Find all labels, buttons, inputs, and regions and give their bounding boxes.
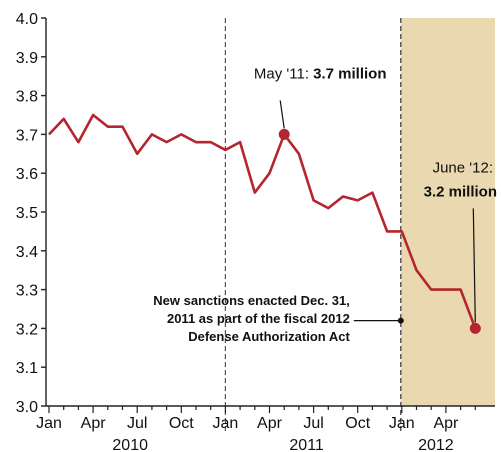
annotation-may-2011-value: 3.7 million [313,65,386,82]
y-tick-label: 3.8 [16,89,38,106]
y-tick-label: 3.4 [16,244,38,261]
y-tick-label: 3.7 [16,127,38,144]
x-tick-label: Jul [303,415,323,432]
annotation-point-may-2011 [278,128,290,140]
y-tick-label: 3.3 [16,283,38,300]
note-line-1: New sanctions enacted Dec. 31, [153,293,350,308]
y-tick-label: 3.2 [16,321,38,338]
x-tick-label: Jul [127,415,147,432]
annotation-may-2011: May '11: 3.7 million [254,65,387,82]
x-tick-label: Apr [433,415,459,432]
year-label: 2011 [289,437,324,452]
note-line-3: Defense Authorization Act [188,329,350,344]
y-tick-label: 4.0 [16,11,38,28]
y-tick-label: 3.9 [16,50,38,67]
note-line-2: 2011 as part of the fiscal 2012 [167,311,350,326]
x-axis: Jan Apr Jul Oct Jan Apr Jul Oct Jan Apr 2010 2011 20… [36,405,495,452]
x-tick-label: Apr [257,415,283,432]
annotation-june-2012-value: 3.2 million [424,183,497,200]
y-tick-label: 3.1 [16,360,38,377]
series-line [48,113,477,329]
note-leader-dot [397,317,404,324]
annotation-leader-2 [472,208,476,323]
year-label: 2010 [112,437,148,452]
y-tick-label: 3.0 [16,399,38,416]
x-tick-label: Oct [169,415,194,432]
x-tick-label: Apr [81,415,107,432]
x-tick-label: Jan [213,415,239,432]
highlight-region [400,18,495,406]
annotation-leader-1 [279,100,285,129]
annotation-point-june-2012 [469,322,481,334]
x-tick-label: Jan [389,415,415,432]
annotation-markers [278,100,481,334]
year-label: 2012 [418,437,454,452]
y-tick-label: 3.5 [16,205,38,222]
annotation-june-2012-prefix: June '12: [433,159,493,176]
x-tick-label: Jan [36,415,62,432]
y-tick-label: 3.6 [16,166,38,183]
y-axis: 3.0 3.1 3.2 3.3 3.4 3.5 3.6 3.7 3.8 3.9 4.0 [16,11,47,416]
annotation-may-2011-prefix: May '11: [254,65,309,82]
x-tick-label: Oct [345,415,370,432]
